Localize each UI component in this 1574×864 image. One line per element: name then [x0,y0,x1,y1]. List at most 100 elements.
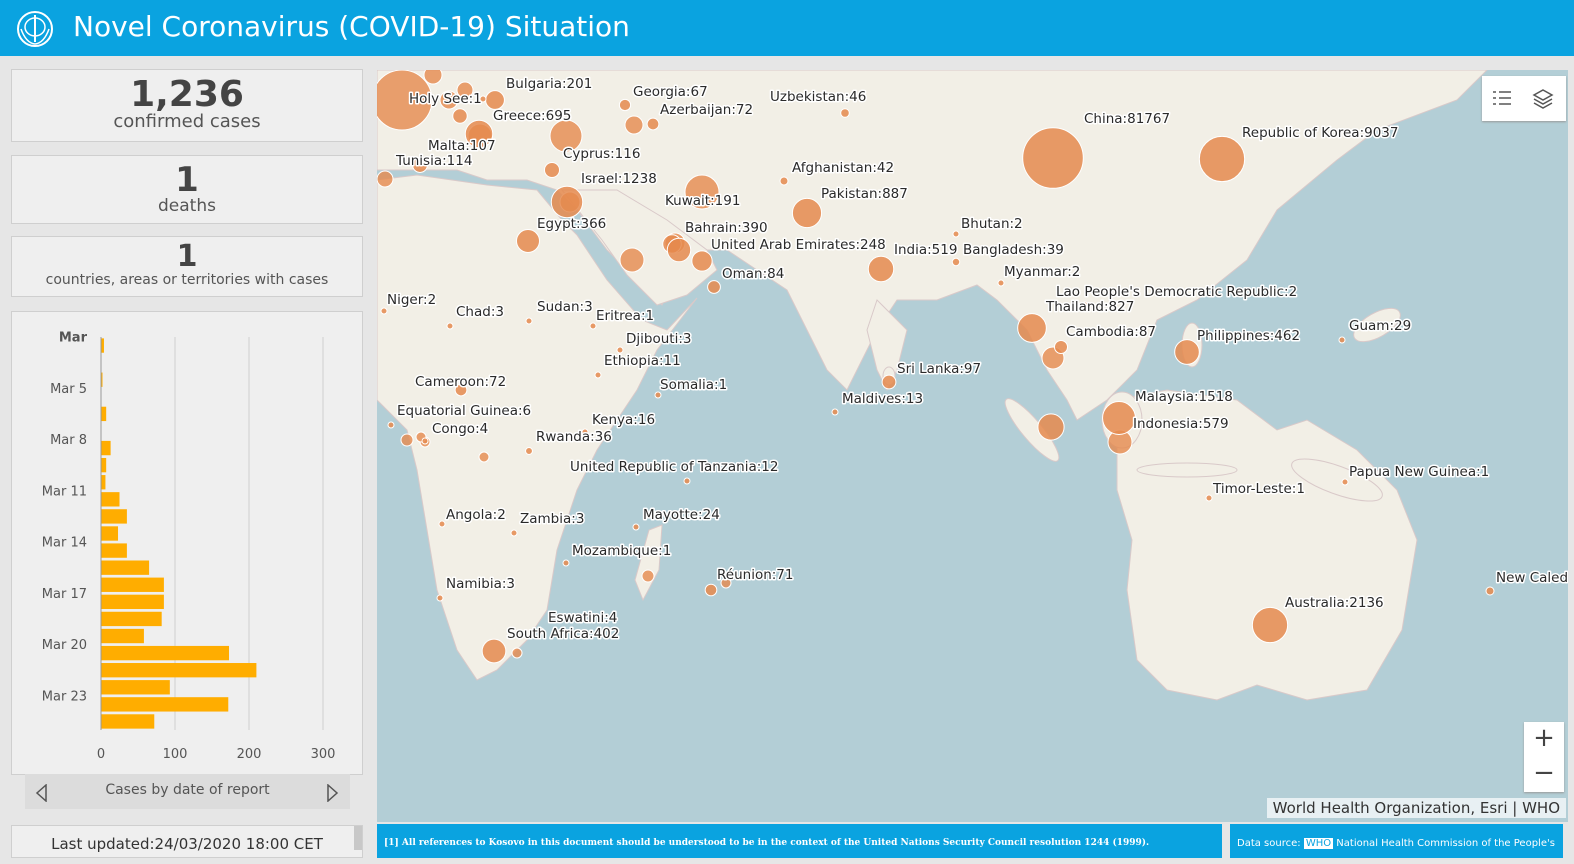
map-marker [485,90,505,110]
stat-number: 1,236 [130,74,244,115]
x-tick-label: 100 [163,747,188,762]
map-label: Ethiopia:11 [604,353,681,369]
stat-number: 1 [175,160,199,200]
map-marker [791,197,823,229]
map-label: Australia:2136 [1285,595,1384,611]
layers-button[interactable] [1532,88,1554,110]
map-marker [1341,478,1349,486]
map-marker [387,421,395,429]
map-marker [525,447,533,455]
footer-note: [1] All references to Kosovo in this doc… [377,824,1222,858]
map-marker [594,371,602,379]
map-label: Maldives:13 [842,391,923,407]
last-updated: Last updated:24/03/2020 18:00 CET [11,825,363,858]
stat-caption: deaths [158,196,216,216]
chart-nav[interactable]: Cases by date of report [25,774,350,809]
map-label: Israel:1238 [581,171,657,187]
stat-panel: 1,236 confirmed cases [11,69,363,142]
chart-title: Cases by date of report [105,782,270,798]
map-label: Pakistan:887 [821,186,908,202]
map-marker [1081,301,1089,309]
x-tick-label: 200 [237,747,262,762]
bar [101,509,127,524]
map-label: Bahrain:390 [685,220,768,236]
map-marker [464,119,494,149]
map-label: Egypt:366 [537,216,606,232]
bar [101,645,230,661]
zoom-in[interactable]: + [1533,723,1555,753]
map-label: Djibouti:3 [626,331,691,347]
footer-source: Data source: WHO National Health Commiss… [1230,824,1563,858]
map-marker [581,428,589,436]
map-marker [831,408,839,416]
bar [101,680,170,695]
y-tick-label: Mar 14 [42,536,87,551]
y-tick-label: Mar 23 [42,689,87,704]
map-marker [654,391,662,399]
map-marker [951,257,961,267]
bar [101,560,150,575]
map-label: Holy See:1 [409,91,482,107]
map-marker [618,98,632,112]
map-label: Bulgaria:201 [506,76,592,92]
bar [101,475,106,490]
prev-button[interactable] [35,784,49,802]
y-tick-label: Mar 17 [42,587,87,602]
map-marker [779,176,789,186]
bar [101,714,155,729]
map-marker [952,230,960,238]
chart: 0 100 200 300 Mar Mar 5 Mar 8 Mar 11 Mar 14 Mar 1… [42,331,336,762]
map-label: Bhutan:2 [961,216,1023,232]
map-marker [589,322,597,330]
next-button[interactable] [325,784,339,802]
legend-button[interactable] [1492,89,1514,109]
map-label: Afghanistan:42 [792,160,894,176]
map-label: Lao People's Democratic Republic:2 [1056,284,1297,300]
map-label: Cambodia:87 [1066,324,1156,340]
map-label: Malta:107 [428,138,496,154]
map-marker [646,117,660,131]
source-link[interactable]: WHO [1303,838,1334,849]
y-tick-label: Mar 20 [42,638,87,653]
map-marker [562,559,570,567]
map-label: Georgia:67 [633,84,708,100]
map-label: Cameroon:72 [415,374,506,390]
y-tick-label: Mar 5 [50,382,87,397]
map-marker [867,255,895,283]
map-marker [452,108,468,124]
map-label: Kuwait:191 [665,193,740,209]
map-marker [421,437,429,445]
map-marker [1251,606,1289,644]
map-marker [632,523,640,531]
map-label: Equatorial Guinea:6 [397,403,531,419]
map-label: Greece:695 [493,108,571,124]
attribution: World Health Organization, Esri | WHO [1266,798,1566,818]
map-marker [479,95,487,103]
map-marker [666,237,692,263]
map-label: United Republic of Tanzania:12 [570,459,778,475]
map-marker [840,108,850,118]
bar [101,611,162,627]
map-label: Mayotte:24 [643,507,720,523]
map-label: Malaysia:1518 [1135,389,1233,405]
map-label: Zambia:3 [520,511,584,527]
bar [101,697,229,712]
map-marker [550,185,584,219]
source-text: National Health Commission of the People… [1336,838,1555,849]
scrollbar [354,826,362,850]
map-tools [1482,76,1566,121]
map[interactable]: Bulgaria:201 Holy See:1 Georgia:67 Azerbaij… [377,70,1568,822]
bar [101,663,257,678]
map-label: Tunisia:114 [395,153,472,169]
map-label: Sri Lanka:97 [897,361,981,377]
map-canvas[interactable]: Bulgaria:201 Holy See:1 Georgia:67 Azerbaij… [377,70,1568,822]
markers: Bulgaria:201 Holy See:1 Georgia:67 Azerbaij… [380,75,1568,664]
bar [101,543,127,558]
zoom-out[interactable]: − [1533,758,1555,788]
map-marker [537,627,545,635]
map-marker [616,346,624,354]
x-tick-label: 300 [311,747,336,762]
bar [101,526,119,541]
